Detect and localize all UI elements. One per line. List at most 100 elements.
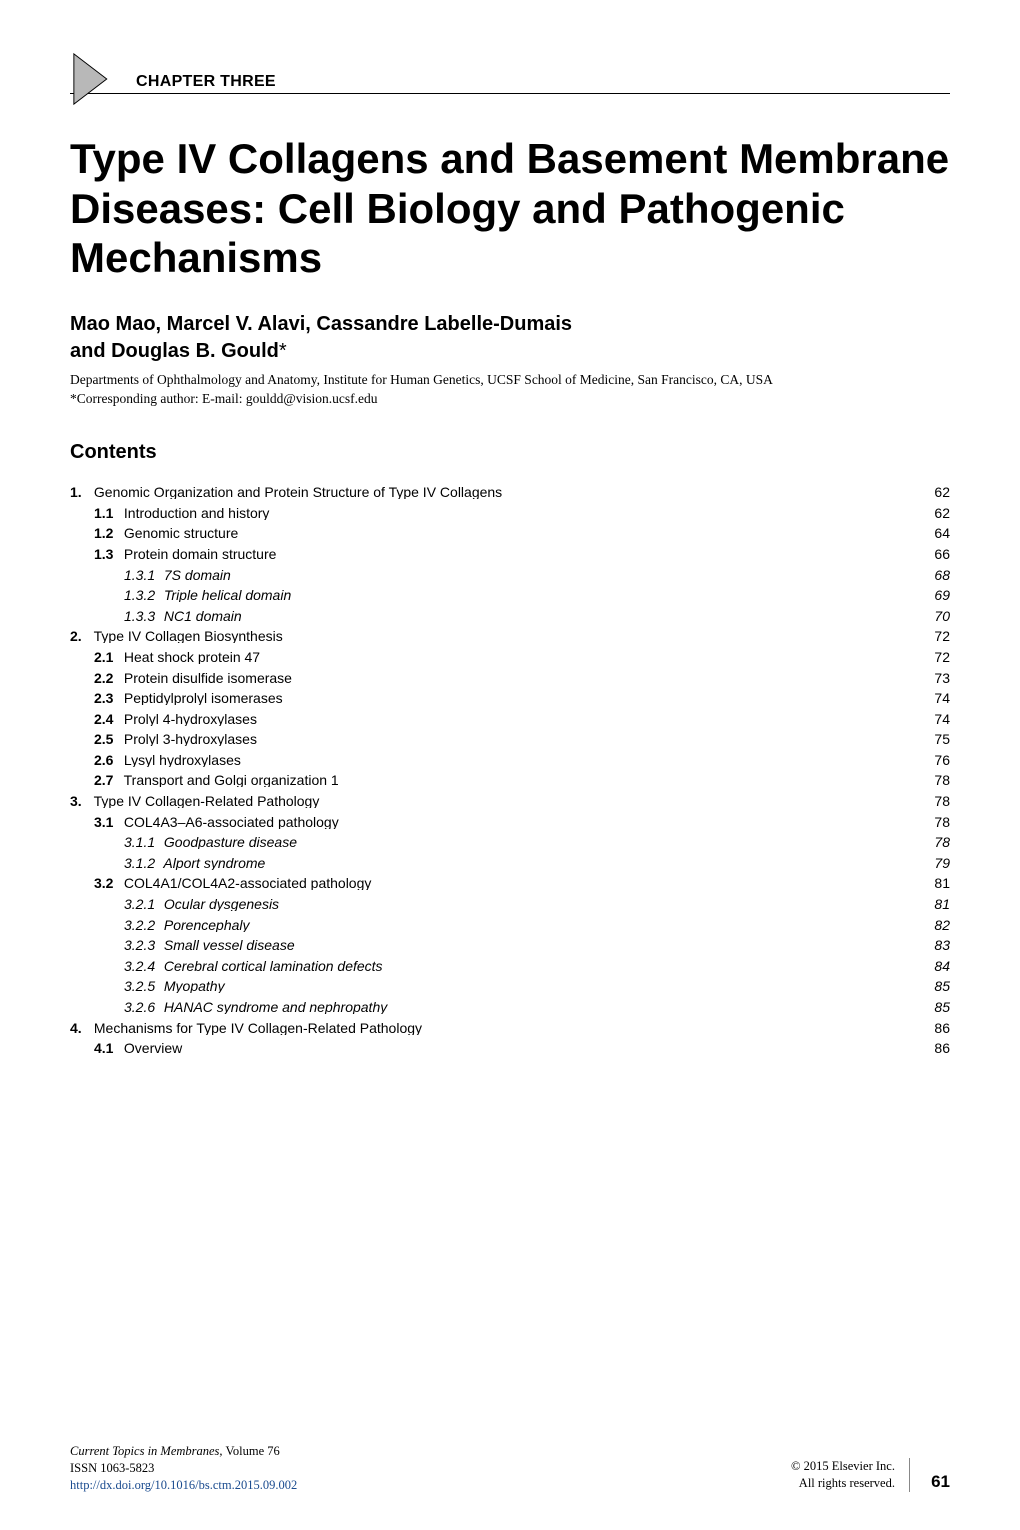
volume: Volume 76 [223, 1444, 280, 1458]
toc-label: Introduction and history [120, 506, 269, 520]
toc-num: 2.3 [94, 691, 120, 705]
toc-num: 3.2.1 [124, 897, 160, 911]
toc-page: 81 [924, 897, 950, 911]
footer: Current Topics in Membranes, Volume 76 I… [70, 1443, 950, 1494]
toc-row: 1.3.1 7S domain68 [70, 564, 950, 585]
toc-page: 86 [924, 1041, 950, 1055]
toc-text: 1. Genomic Organization and Protein Stru… [70, 485, 924, 499]
toc-row: 3. Type IV Collagen-Related Pathology78 [70, 791, 950, 812]
toc-row: 3.1 COL4A3–A6-associated pathology78 [70, 811, 950, 832]
toc-page: 69 [924, 588, 950, 602]
toc-num: 3.2 [94, 876, 120, 890]
toc-page: 78 [924, 815, 950, 829]
toc-row: 2. Type IV Collagen Biosynthesis72 [70, 626, 950, 647]
toc-text: 2. Type IV Collagen Biosynthesis [70, 629, 924, 643]
toc-label: Ocular dysgenesis [160, 897, 279, 911]
toc-text: 3.2 COL4A1/COL4A2-associated pathology [94, 876, 924, 890]
toc-text: 1.3.3 NC1 domain [124, 609, 924, 623]
toc-num: 3.1.2 [124, 856, 160, 870]
toc-text: 3.2.6 HANAC syndrome and nephropathy [124, 1000, 924, 1014]
authors-line2: and Douglas B. Gould [70, 340, 279, 362]
issn: ISSN 1063-5823 [70, 1461, 154, 1475]
toc-text: 3. Type IV Collagen-Related Pathology [70, 794, 924, 808]
toc-label: Protein disulfide isomerase [120, 671, 292, 685]
toc-text: 2.7 Transport and Golgi organization 1 [94, 773, 924, 787]
toc-num: 1.3.1 [124, 568, 160, 582]
toc-num: 3.2.5 [124, 979, 160, 993]
toc-num: 3.2.4 [124, 959, 160, 973]
toc-text: 3.2.1 Ocular dysgenesis [124, 897, 924, 911]
toc-row: 1.3.2 Triple helical domain69 [70, 585, 950, 606]
toc-text: 1.3.2 Triple helical domain [124, 588, 924, 602]
toc-num: 3.2.2 [124, 918, 160, 932]
toc-row: 2.7 Transport and Golgi organization 178 [70, 770, 950, 791]
toc-page: 83 [924, 938, 950, 952]
toc-text: 2.1 Heat shock protein 47 [94, 650, 924, 664]
toc-row: 3.2.5 Myopathy85 [70, 976, 950, 997]
toc-label: Small vessel disease [160, 938, 295, 952]
toc-row: 3.2.1 Ocular dysgenesis81 [70, 894, 950, 915]
toc-row: 3.2 COL4A1/COL4A2-associated pathology81 [70, 873, 950, 894]
series-title: Current Topics in Membranes, [70, 1444, 223, 1458]
toc-label: Peptidylprolyl isomerases [120, 691, 283, 705]
toc-page: 78 [924, 794, 950, 808]
toc-row: 3.2.4 Cerebral cortical lamination defec… [70, 956, 950, 977]
toc-label: Overview [120, 1041, 182, 1055]
toc-page: 79 [924, 856, 950, 870]
toc-row: 1.1 Introduction and history62 [70, 502, 950, 523]
toc-page: 78 [924, 835, 950, 849]
toc-row: 1.3.3 NC1 domain70 [70, 605, 950, 626]
toc-row: 2.3 Peptidylprolyl isomerases74 [70, 688, 950, 709]
toc-row: 4. Mechanisms for Type IV Collagen-Relat… [70, 1017, 950, 1038]
toc-label: Protein domain structure [120, 547, 276, 561]
toc-text: 1.2 Genomic structure [94, 526, 924, 540]
toc-num: 2.1 [94, 650, 120, 664]
toc-row: 1. Genomic Organization and Protein Stru… [70, 482, 950, 503]
toc-page: 74 [924, 712, 950, 726]
toc-page: 72 [924, 629, 950, 643]
toc-num: 1.3.2 [124, 588, 160, 602]
toc-text: 2.4 Prolyl 4-hydroxylases [94, 712, 924, 726]
table-of-contents: 1. Genomic Organization and Protein Stru… [70, 482, 950, 1059]
toc-num: 1.3 [94, 547, 120, 561]
toc-page: 72 [924, 650, 950, 664]
toc-num: 3. [70, 794, 90, 808]
contents-heading: Contents [70, 441, 950, 464]
toc-page: 82 [924, 918, 950, 932]
toc-num: 3.2.6 [124, 1000, 160, 1014]
toc-label: Alport syndrome [160, 856, 265, 870]
toc-text: 3.1 COL4A3–A6-associated pathology [94, 815, 924, 829]
authors: Mao Mao, Marcel V. Alavi, Cassandre Labe… [70, 311, 950, 365]
toc-page: 78 [924, 773, 950, 787]
toc-text: 3.2.5 Myopathy [124, 979, 924, 993]
copyright: © 2015 Elsevier Inc. [791, 1459, 895, 1473]
toc-label: Mechanisms for Type IV Collagen-Related … [90, 1021, 422, 1035]
toc-page: 86 [924, 1021, 950, 1035]
page-number: 61 [913, 1472, 950, 1491]
article-title: Type IV Collagens and Basement Membrane … [70, 134, 950, 283]
toc-num: 4.1 [94, 1041, 120, 1055]
toc-label: Porencephaly [160, 918, 250, 932]
toc-row: 2.4 Prolyl 4-hydroxylases74 [70, 708, 950, 729]
corresponding-author: *Corresponding author: E-mail: gouldd@vi… [70, 391, 950, 407]
toc-label: Prolyl 3-hydroxylases [120, 732, 257, 746]
toc-text: 2.3 Peptidylprolyl isomerases [94, 691, 924, 705]
toc-text: 4.1 Overview [94, 1041, 924, 1055]
toc-page: 68 [924, 568, 950, 582]
toc-row: 3.2.2 Porencephaly 82 [70, 914, 950, 935]
toc-page: 64 [924, 526, 950, 540]
toc-label: COL4A1/COL4A2-associated pathology [120, 876, 371, 890]
toc-page: 84 [924, 959, 950, 973]
toc-page: 62 [924, 506, 950, 520]
toc-page: 85 [924, 979, 950, 993]
toc-text: 3.2.4 Cerebral cortical lamination defec… [124, 959, 924, 973]
doi-link[interactable]: http://dx.doi.org/10.1016/bs.ctm.2015.09… [70, 1478, 297, 1492]
toc-page: 73 [924, 671, 950, 685]
corresponding-star: * [279, 340, 287, 362]
toc-text: 1.3.1 7S domain [124, 568, 924, 582]
chevron-right-icon [70, 50, 128, 113]
toc-label: 7S domain [160, 568, 231, 582]
toc-text: 2.6 Lysyl hydroxylases [94, 753, 924, 767]
rights: All rights reserved. [799, 1476, 895, 1490]
toc-label: Type IV Collagen Biosynthesis [90, 629, 283, 643]
